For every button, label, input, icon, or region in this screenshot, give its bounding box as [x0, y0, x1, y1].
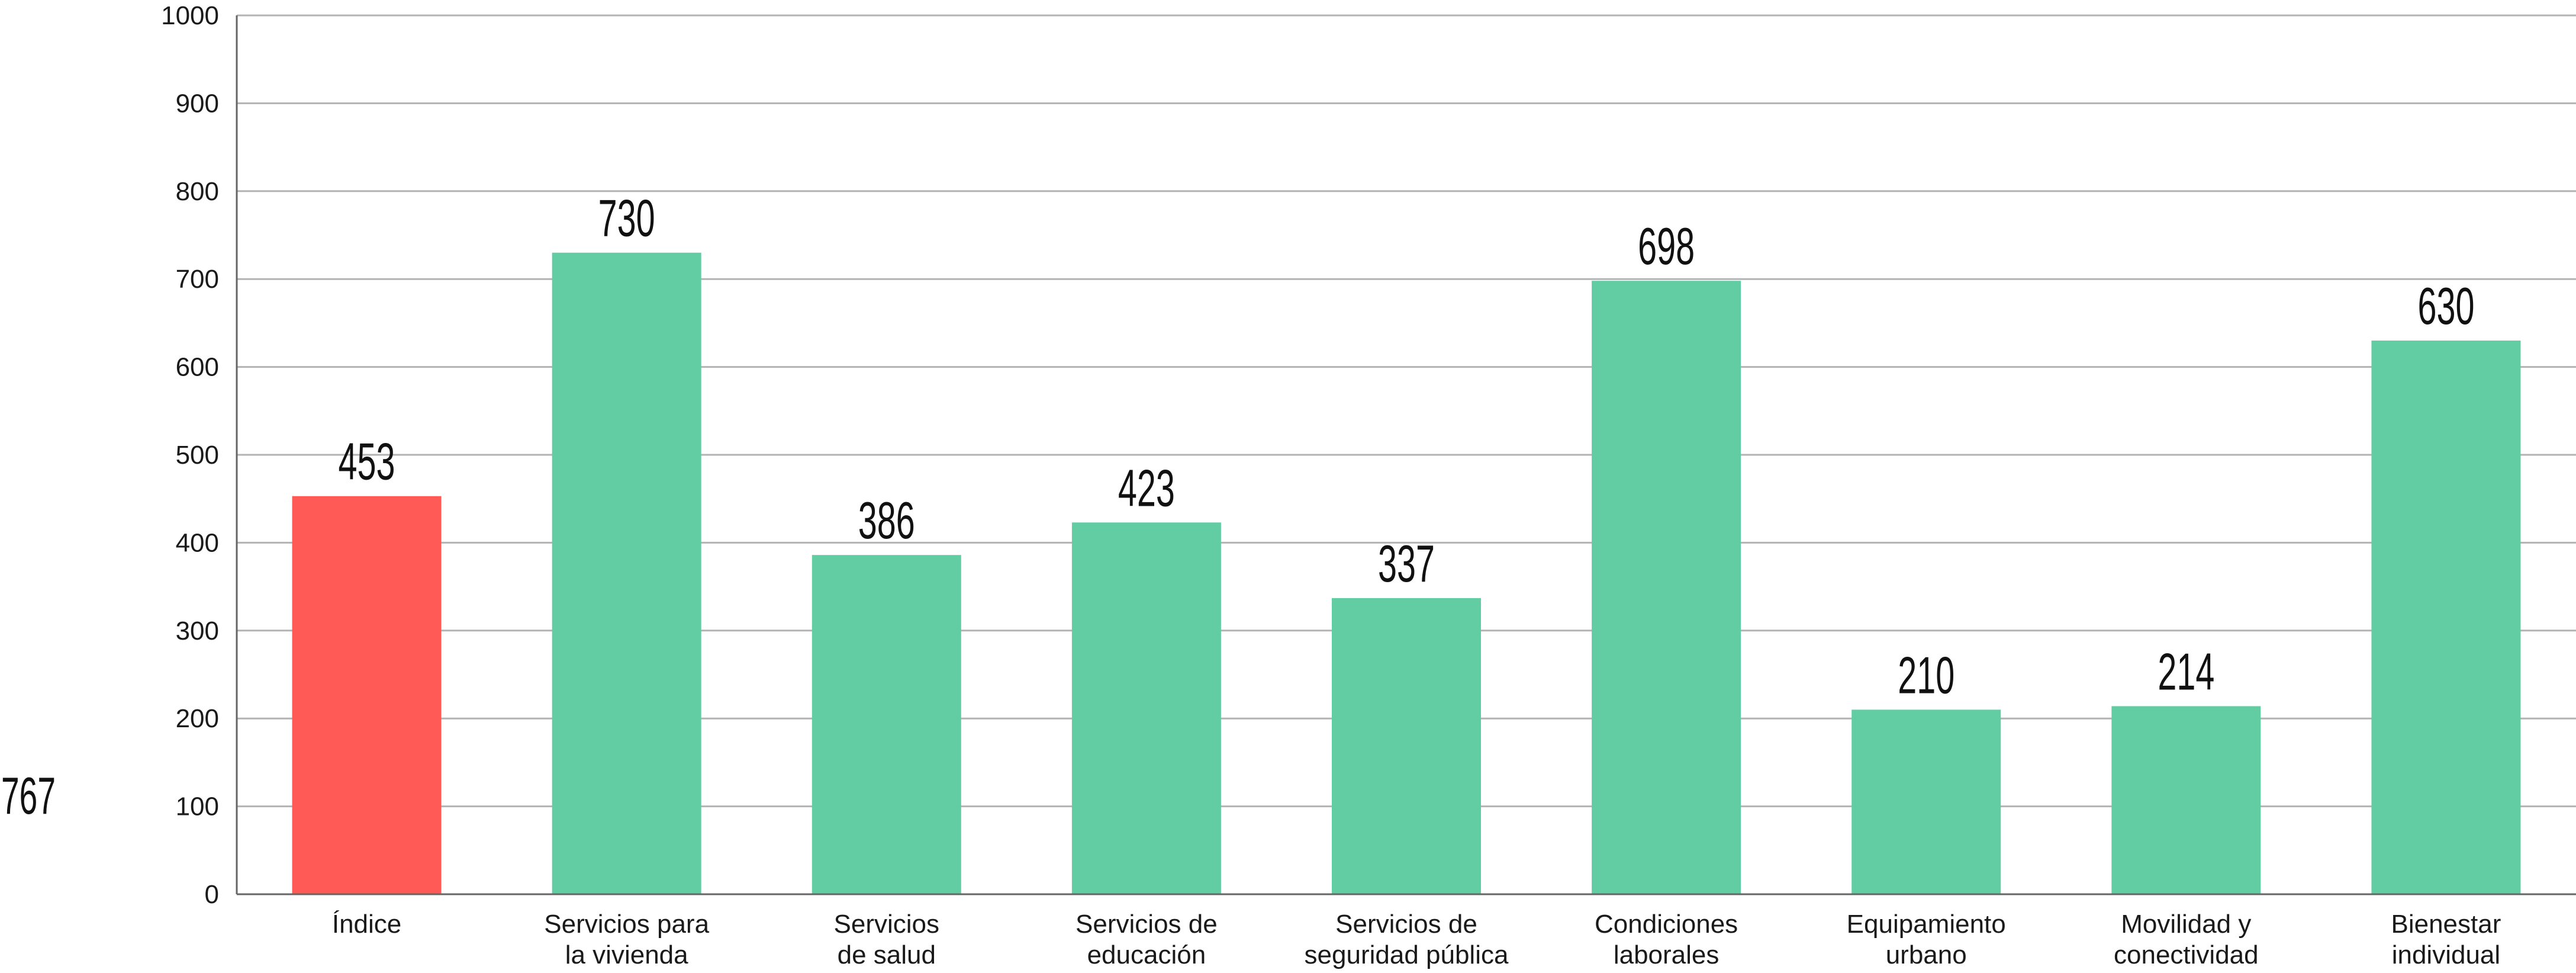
bar-value-label: 386: [858, 491, 915, 550]
x-category-line: de salud: [838, 940, 936, 969]
bar: [1592, 281, 1741, 895]
y-tick-label: 800: [176, 177, 219, 206]
x-category-line: Servicios para: [544, 910, 709, 939]
y-tick-label: 100: [176, 792, 219, 821]
bar-value-label: 337: [1378, 534, 1435, 593]
x-axis-categories: Índice Servicios para la viviendaServicios…: [332, 910, 2501, 969]
bar-value-label: 730: [598, 189, 655, 248]
x-category-line: laborales: [1614, 940, 1720, 969]
x-category-line: educación: [1087, 940, 1206, 969]
data-labels: 453 730 386 423 337 698 210 214 630: [339, 189, 2475, 705]
x-category-label: Servicios para la vivienda: [544, 910, 709, 969]
bar: [1332, 598, 1481, 894]
x-category-line: Servicios: [834, 910, 940, 939]
x-category-line: Movilidad y: [2121, 910, 2251, 939]
side-value-label: 767: [1, 766, 56, 825]
x-category-line: Equipamiento: [1847, 910, 2006, 939]
x-category-line: conectividad: [2114, 940, 2259, 969]
bar-value-label: 453: [339, 432, 395, 491]
bar: [1071, 522, 1221, 894]
y-tick-label: 1000: [161, 1, 219, 30]
bar: [1852, 709, 2001, 894]
y-tick-label: 0: [205, 880, 219, 909]
bar-value-label: 630: [2417, 277, 2474, 335]
y-tick-label: 500: [176, 441, 219, 470]
bar: [2111, 706, 2261, 894]
bar: [552, 252, 701, 895]
bar-value-label: 698: [1638, 217, 1695, 275]
x-category-label: Índice: [332, 910, 401, 939]
y-tick-label: 400: [176, 528, 219, 557]
bar: [2371, 341, 2521, 894]
y-axis-ticks: 0 100 200 300 400 500 600 700 800 900 1000: [161, 1, 219, 909]
x-category-label: Servicios de seguridad pública: [1305, 910, 1509, 969]
x-category-label: Condiciones laborales: [1595, 910, 1738, 969]
bars: [292, 252, 2521, 895]
x-category-line: individual: [2392, 940, 2500, 969]
x-category-line: urbano: [1886, 940, 1967, 969]
x-category-line: Índice: [332, 910, 401, 939]
x-category-line: Condiciones: [1595, 910, 1738, 939]
bar-value-label: 214: [2158, 642, 2214, 701]
x-category-label: Equipamiento urbano: [1847, 910, 2006, 969]
bar-value-label: 423: [1118, 458, 1175, 517]
x-category-line: seguridad pública: [1305, 940, 1509, 969]
bar: [812, 555, 961, 894]
y-tick-label: 200: [176, 704, 219, 733]
x-category-label: Movilidad y conectividad: [2114, 910, 2259, 969]
y-tick-label: 700: [176, 265, 219, 294]
x-category-label: Servicios de salud: [834, 910, 940, 969]
bar-value-label: 210: [1898, 646, 1954, 704]
x-category-label: Servicios de educación: [1076, 910, 1218, 969]
x-category-line: la vivienda: [565, 940, 688, 969]
x-category-line: Servicios de: [1335, 910, 1477, 939]
y-tick-label: 900: [176, 89, 219, 118]
x-category-label: Bienestar individual: [2391, 910, 2501, 969]
x-category-line: Servicios de: [1076, 910, 1218, 939]
y-tick-label: 600: [176, 353, 219, 382]
x-category-line: Bienestar: [2391, 910, 2501, 939]
y-tick-label: 300: [176, 616, 219, 646]
bar: [292, 496, 442, 894]
